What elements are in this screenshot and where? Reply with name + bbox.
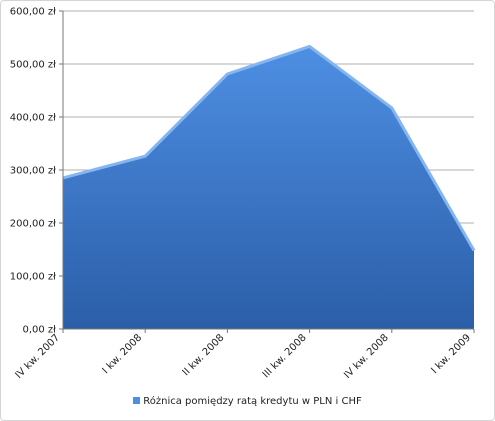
y-tick-label: 300,00 zł [10,166,56,177]
legend: Różnica pomiędzy ratą kredytu w PLN i CH… [0,396,495,407]
y-tick-label: 500,00 zł [10,60,56,71]
y-tick-label: 200,00 zł [10,219,56,230]
legend-label: Różnica pomiędzy ratą kredytu w PLN i CH… [143,396,362,407]
x-tick-label: IV kw. 2007 [13,332,62,381]
y-tick-label: 600,00 zł [10,7,56,18]
y-tick-label: 100,00 zł [10,272,56,283]
series-area [63,45,474,329]
x-tick-label: IV kw. 2008 [342,332,391,381]
y-tick-label: 0,00 zł [22,325,56,336]
x-tick-label: III kw. 2008 [261,332,309,380]
y-tick-label: 400,00 zł [10,113,56,124]
x-tick-label: I kw. 2009 [429,332,473,376]
legend-swatch [133,397,141,404]
x-tick-label: II kw. 2008 [181,332,227,378]
series-line [62,44,476,252]
x-tick-label: I kw. 2008 [100,332,144,376]
